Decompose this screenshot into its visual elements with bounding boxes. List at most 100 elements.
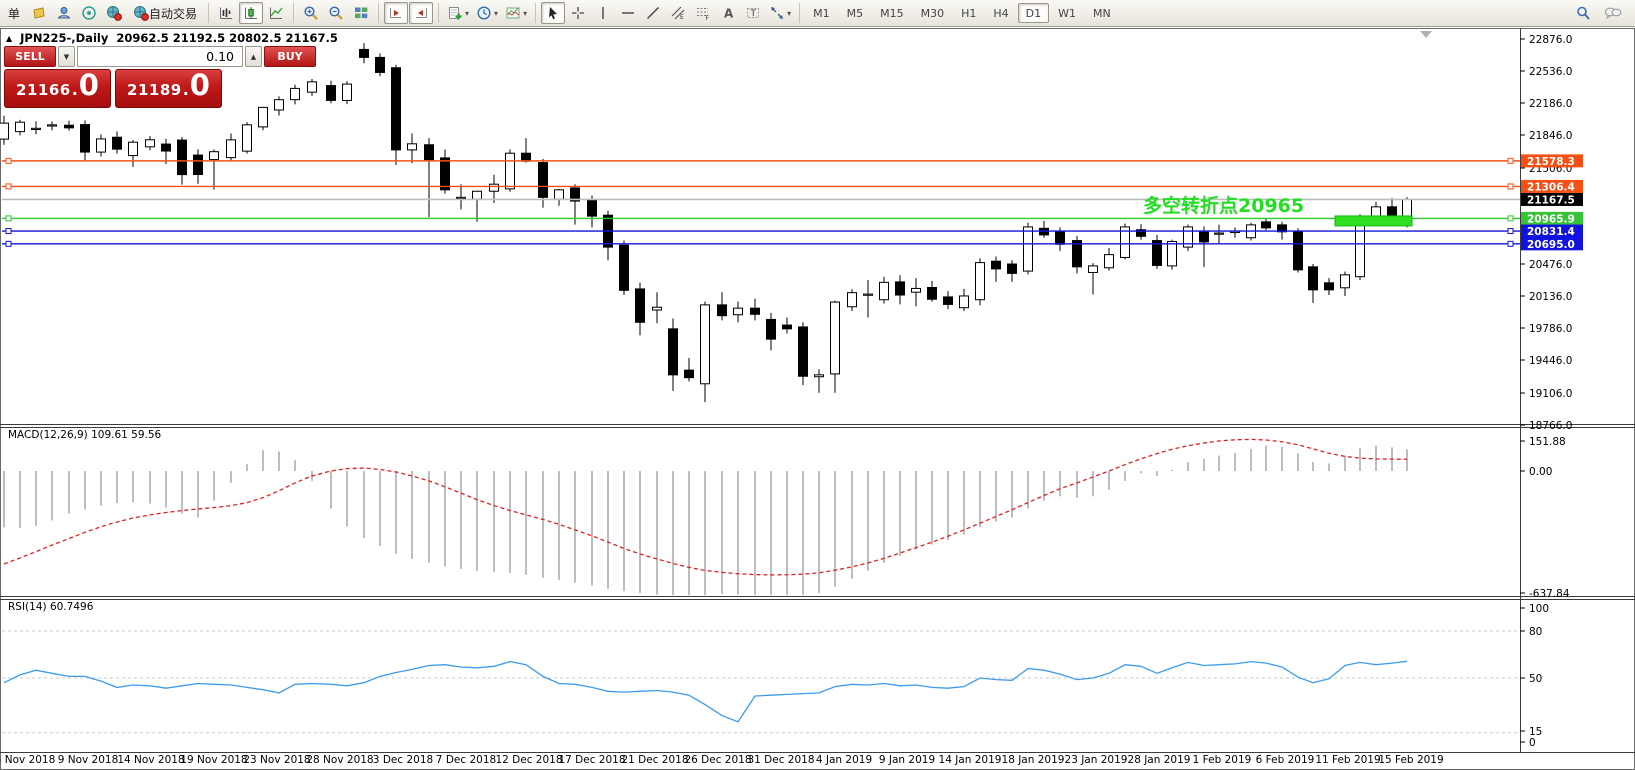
dropdown-arrow-icon[interactable]: ▾ bbox=[465, 8, 470, 18]
rsi-axis-label: 0 bbox=[1529, 737, 1536, 749]
search-button[interactable] bbox=[1571, 2, 1595, 24]
candle bbox=[943, 291, 953, 310]
horizontal-line-button[interactable] bbox=[616, 2, 640, 24]
volume-down-button[interactable]: ▼ bbox=[58, 46, 75, 67]
trendline-button[interactable] bbox=[641, 2, 665, 24]
timeframe-h4[interactable]: H4 bbox=[993, 6, 1009, 20]
candle bbox=[1293, 228, 1303, 273]
candle bbox=[307, 79, 317, 96]
buy-button[interactable]: BUY bbox=[264, 46, 316, 67]
template-button[interactable]: ▾ bbox=[502, 2, 530, 24]
timeframe-m1[interactable]: M1 bbox=[813, 6, 830, 20]
level-price-tag bbox=[1521, 211, 1583, 225]
timeframe-w1[interactable]: W1 bbox=[1058, 6, 1076, 20]
candle bbox=[326, 80, 336, 104]
level-anchor-left[interactable] bbox=[5, 228, 12, 235]
vertical-line-button[interactable] bbox=[591, 2, 615, 24]
sell-price-box[interactable]: 21166 . 0 bbox=[4, 69, 111, 108]
level-anchor-right[interactable] bbox=[1507, 228, 1514, 235]
level-anchor-right[interactable] bbox=[1507, 157, 1514, 164]
volume-input[interactable] bbox=[77, 46, 243, 67]
chart-text-annotation[interactable]: 多空转折点20965 bbox=[1143, 195, 1305, 217]
chart-shift-button[interactable] bbox=[409, 2, 434, 24]
level-anchor-left[interactable] bbox=[5, 215, 12, 222]
price-axis-label: 18766.0 bbox=[1529, 420, 1572, 432]
level-anchor-left[interactable] bbox=[5, 240, 12, 247]
profile-button[interactable] bbox=[52, 2, 76, 24]
date-axis-label: 18 Jan 2019 bbox=[1002, 754, 1065, 766]
channel-button[interactable]: E bbox=[666, 2, 690, 24]
price-axis-label: 22536.0 bbox=[1529, 66, 1572, 78]
candle bbox=[274, 96, 284, 116]
candle bbox=[1072, 235, 1082, 274]
date-axis-label: 14 Jan 2019 bbox=[939, 754, 1002, 766]
label-button[interactable]: T bbox=[741, 2, 765, 24]
date-axis-label: 3 Dec 2018 bbox=[373, 754, 433, 766]
timeframe-mn[interactable]: MN bbox=[1093, 6, 1111, 20]
highlight-rectangle[interactable] bbox=[1334, 215, 1413, 227]
chart-symbol-period: JPN225-,Daily bbox=[20, 31, 109, 45]
level-anchor-right[interactable] bbox=[1507, 240, 1514, 247]
candle bbox=[96, 134, 106, 157]
new-order-button[interactable]: 单 bbox=[8, 6, 21, 21]
level-anchor-left[interactable] bbox=[5, 183, 12, 190]
candle bbox=[554, 188, 564, 206]
timeframe-m15[interactable]: M15 bbox=[880, 6, 904, 20]
level-price-tag-label: 20831.4 bbox=[1527, 226, 1575, 238]
price-axis-label: 22876.0 bbox=[1529, 34, 1572, 46]
candle bbox=[959, 288, 969, 311]
candle bbox=[1104, 248, 1114, 271]
candle bbox=[847, 289, 857, 311]
candle bbox=[0, 115, 9, 145]
tile-windows-button[interactable] bbox=[349, 2, 373, 24]
text-button[interactable]: A bbox=[716, 2, 740, 24]
buy-price-box[interactable]: 21189 . 0 bbox=[115, 69, 222, 108]
macd-indicator-label: MACD(12,26,9) 109.61 59.56 bbox=[8, 429, 162, 441]
toolbar-separator bbox=[799, 3, 801, 23]
rsi-axis-label: 15 bbox=[1529, 726, 1542, 738]
collapse-panel-arrow[interactable]: ▲ bbox=[6, 33, 13, 43]
auto-trading-button[interactable]: 自动交易 bbox=[127, 2, 203, 24]
candle bbox=[161, 138, 171, 165]
toolbar-separator bbox=[378, 3, 380, 23]
fibonacci-button[interactable]: F bbox=[691, 2, 715, 24]
sell-button[interactable]: SELL bbox=[4, 46, 56, 67]
cursor-button[interactable] bbox=[541, 2, 566, 24]
candlestick-series bbox=[0, 43, 1412, 403]
auto-scroll-button[interactable] bbox=[384, 2, 409, 24]
level-anchor-left[interactable] bbox=[5, 157, 12, 164]
sell-price-big-digit: 0 bbox=[78, 68, 99, 102]
scroll-to-end-marker-icon[interactable] bbox=[1420, 31, 1432, 38]
timeframe-h1[interactable]: H1 bbox=[961, 6, 977, 20]
buy-price-main: 21189 bbox=[127, 81, 182, 99]
candle bbox=[359, 43, 369, 64]
date-axis-label: 28 Jan 2019 bbox=[1128, 754, 1191, 766]
new-chart-button[interactable]: ▾ bbox=[444, 2, 472, 24]
candle bbox=[766, 312, 776, 351]
signal-button[interactable] bbox=[77, 2, 101, 24]
dropdown-arrow-icon[interactable]: ▾ bbox=[523, 8, 528, 18]
period-button[interactable]: ▾ bbox=[473, 2, 501, 24]
notebook-button[interactable] bbox=[27, 2, 51, 24]
bar-chart-button[interactable] bbox=[214, 2, 238, 24]
candle bbox=[80, 120, 90, 161]
level-anchor-right[interactable] bbox=[1507, 183, 1514, 190]
crosshair-button[interactable] bbox=[566, 2, 590, 24]
timeframe-m30[interactable]: M30 bbox=[920, 6, 945, 20]
line-chart-button[interactable] bbox=[264, 2, 288, 24]
arrows-button[interactable]: ▾ bbox=[766, 2, 794, 24]
timeframe-m5[interactable]: M5 bbox=[846, 6, 864, 20]
zoom-in-button[interactable] bbox=[299, 2, 323, 24]
dropdown-arrow-icon[interactable]: ▾ bbox=[494, 8, 499, 18]
main-toolbar: 单 自动交易 ▾ ▾ ▾ E F A T ▾ M1 M5 M15 M30 H1 H4 D1 W1 MN bbox=[0, 0, 1635, 27]
candle bbox=[242, 122, 252, 154]
zoom-out-button[interactable] bbox=[324, 2, 348, 24]
volume-up-button[interactable]: ▲ bbox=[245, 46, 262, 67]
timeframe-d1[interactable]: D1 bbox=[1017, 3, 1050, 23]
autotrade-globe-button[interactable] bbox=[102, 2, 126, 24]
level-anchor-right[interactable] bbox=[1507, 215, 1514, 222]
candlestick-button[interactable] bbox=[239, 2, 264, 24]
chat-button[interactable] bbox=[1601, 2, 1625, 24]
candle bbox=[391, 64, 401, 165]
dropdown-arrow-icon[interactable]: ▾ bbox=[787, 8, 792, 18]
